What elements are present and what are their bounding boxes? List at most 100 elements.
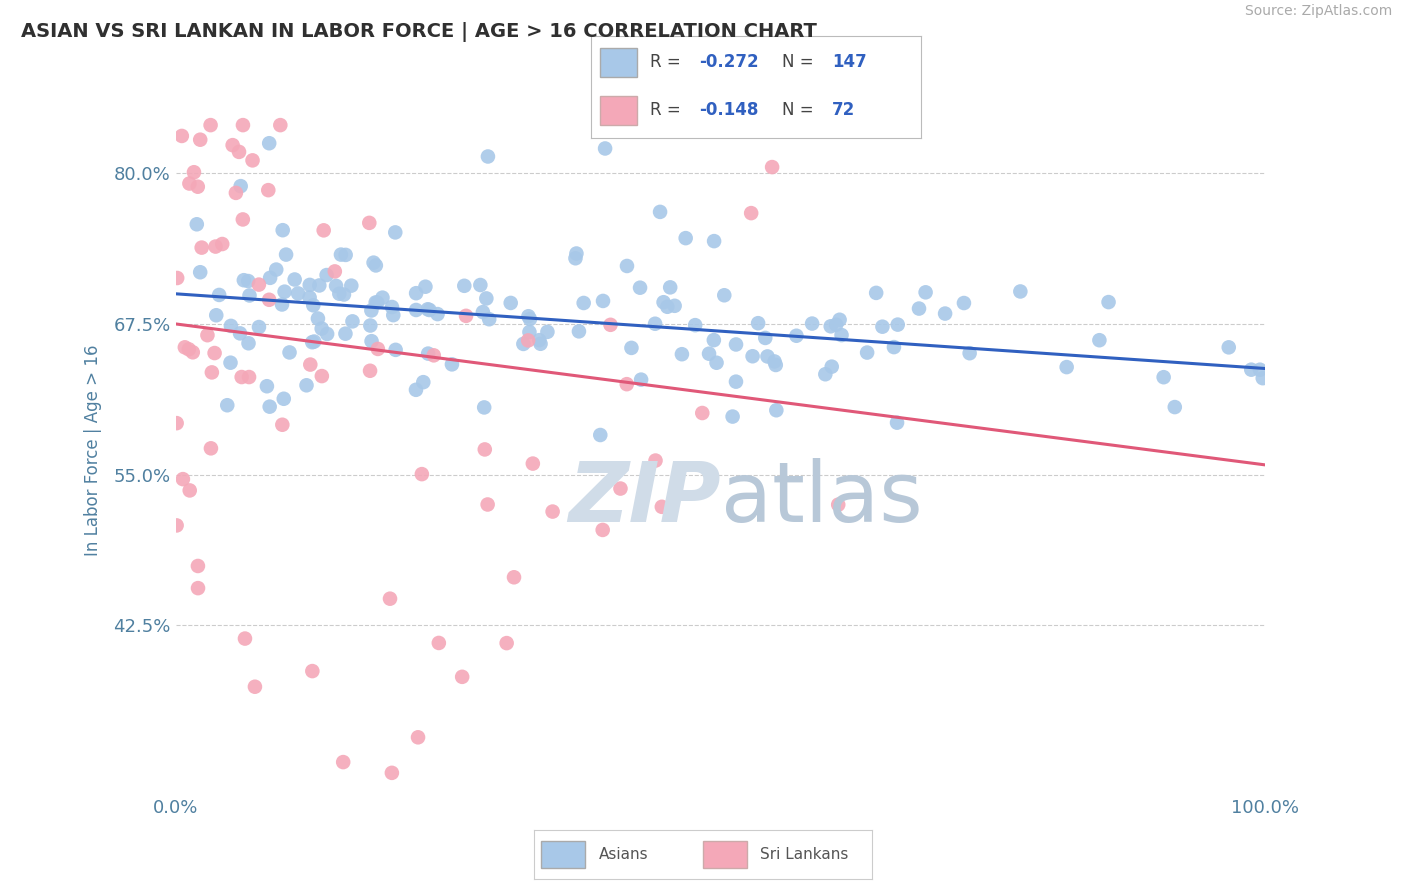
Point [366, 295, 388, 310]
Point [609, 482, 631, 496]
Point [329, 247, 352, 261]
Point [828, 312, 851, 326]
Point [371, 291, 394, 305]
Point [188, 265, 211, 279]
Point [872, 319, 894, 334]
Point [616, 377, 638, 392]
Point [659, 280, 682, 294]
Point [703, 333, 725, 347]
Point [360, 334, 382, 348]
Point [278, 345, 301, 359]
Point [200, 442, 222, 456]
Point [271, 417, 294, 432]
Point [367, 342, 389, 356]
Point [332, 755, 354, 769]
Point [1097, 295, 1119, 310]
Point [471, 305, 494, 319]
Point [363, 255, 385, 269]
Point [238, 336, 260, 351]
Point [454, 309, 477, 323]
Point [592, 293, 614, 308]
Point [312, 223, 335, 237]
FancyBboxPatch shape [541, 841, 585, 868]
Point [238, 274, 260, 288]
Point [229, 179, 252, 194]
Text: R =: R = [650, 101, 686, 119]
Point [721, 409, 744, 424]
Point [934, 307, 956, 321]
Point [269, 118, 291, 132]
Text: Asians: Asians [599, 847, 648, 862]
Point [325, 279, 347, 293]
Point [593, 141, 616, 155]
Y-axis label: In Labor Force | Age > 16: In Labor Force | Age > 16 [84, 344, 103, 557]
Point [273, 285, 295, 299]
Point [166, 518, 188, 533]
Point [418, 346, 440, 360]
Text: 72: 72 [832, 101, 855, 119]
Point [477, 498, 499, 512]
Point [825, 318, 848, 332]
Text: -0.272: -0.272 [700, 53, 759, 70]
Point [814, 368, 837, 382]
Point [630, 373, 652, 387]
Point [298, 291, 321, 305]
Point [186, 217, 208, 231]
Point [302, 334, 325, 349]
Point [256, 379, 278, 393]
Point [616, 259, 638, 273]
FancyBboxPatch shape [600, 96, 637, 125]
Point [166, 416, 188, 430]
Point [257, 136, 280, 151]
Point [801, 317, 824, 331]
Point [381, 765, 404, 780]
Point [418, 303, 440, 318]
Point [384, 343, 406, 357]
Point [173, 340, 195, 354]
Point [474, 442, 496, 457]
Point [564, 252, 586, 266]
Point [271, 297, 294, 311]
Point [179, 177, 201, 191]
Point [529, 333, 551, 347]
Point [644, 453, 666, 467]
Point [405, 286, 427, 301]
Point [359, 364, 381, 378]
Point [519, 325, 541, 339]
Point [307, 311, 329, 326]
Point [724, 375, 747, 389]
Point [416, 302, 439, 317]
Point [426, 307, 449, 321]
Point [187, 581, 209, 595]
Point [287, 286, 309, 301]
Point [440, 357, 463, 371]
Point [675, 231, 697, 245]
Point [302, 298, 325, 312]
Point [517, 310, 540, 324]
Point [166, 271, 188, 285]
Point [713, 288, 735, 302]
Point [228, 145, 250, 159]
Point [257, 293, 280, 307]
Point [257, 183, 280, 197]
Point [179, 483, 201, 498]
Point [405, 383, 427, 397]
Point [697, 347, 720, 361]
Point [671, 347, 693, 361]
Point [664, 299, 686, 313]
Point [231, 370, 253, 384]
Point [364, 259, 387, 273]
Point [298, 277, 321, 292]
Point [299, 358, 322, 372]
Point [470, 278, 492, 293]
Point [295, 378, 318, 392]
Point [187, 559, 209, 574]
Point [172, 472, 194, 486]
Point [197, 328, 219, 343]
Point [328, 286, 350, 301]
Point [423, 348, 446, 362]
Point [651, 500, 673, 514]
Point [233, 632, 256, 646]
Point [273, 392, 295, 406]
Point [412, 375, 434, 389]
